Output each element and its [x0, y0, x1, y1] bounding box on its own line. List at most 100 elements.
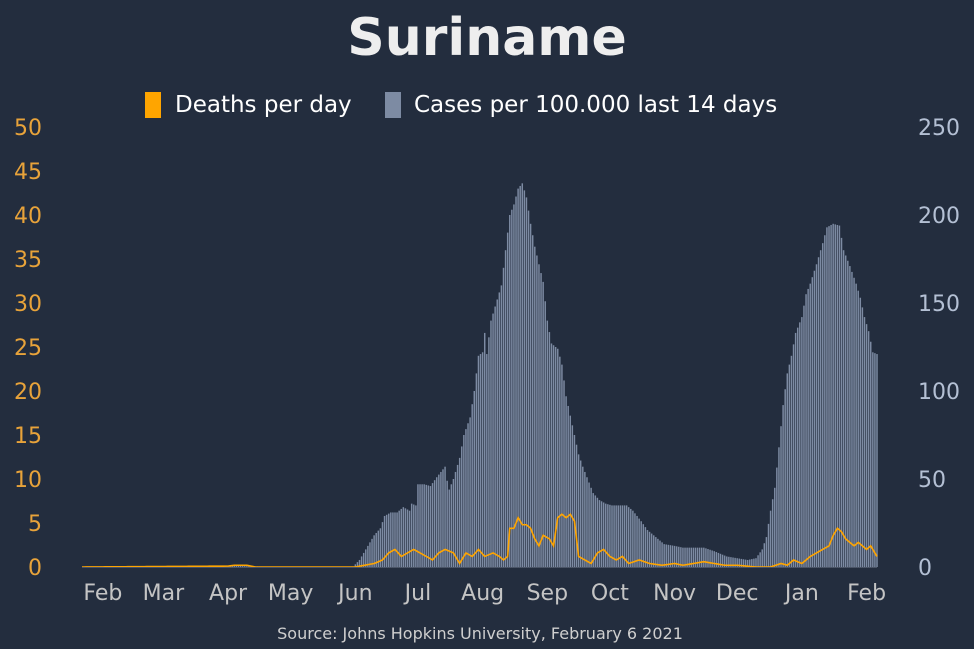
- source-note: Source: Johns Hopkins University, Februa…: [277, 624, 683, 643]
- cases-bar: [675, 546, 678, 567]
- cases-bar: [385, 514, 388, 567]
- cases-bar: [246, 566, 248, 567]
- cases-bar: [569, 415, 571, 567]
- cases-bar: [790, 355, 793, 567]
- cases-bar: [867, 331, 870, 567]
- cases-bar: [588, 482, 590, 567]
- cases-bar: [780, 426, 782, 567]
- cases-bar: [726, 556, 728, 567]
- cases-bar: [744, 559, 747, 567]
- cases-bar: [475, 373, 478, 567]
- cases-bar: [617, 505, 619, 567]
- cases-bar: [600, 501, 603, 567]
- cases-bar: [707, 549, 709, 567]
- cases-bar: [774, 487, 776, 567]
- cases-bar: [565, 396, 567, 567]
- cases-bar: [404, 508, 407, 567]
- cases-bar: [429, 486, 432, 567]
- cases-bar: [847, 260, 849, 567]
- cases-bar: [563, 380, 565, 567]
- cases-bar: [396, 512, 398, 567]
- cases-bar: [456, 464, 459, 567]
- cases-bar: [621, 505, 624, 567]
- cases-bar: [767, 523, 770, 567]
- cases-bar: [732, 557, 734, 567]
- cases-bar: [244, 566, 246, 567]
- cases-bar: [692, 547, 695, 567]
- x-tick-label: Feb: [83, 581, 122, 606]
- cases-bar: [842, 250, 845, 567]
- cases-bar: [700, 547, 703, 567]
- cases-bar: [577, 454, 580, 567]
- cases-bar: [757, 555, 759, 567]
- cases-bar: [413, 504, 415, 567]
- cases-bar: [659, 540, 661, 567]
- cases-bar: [415, 505, 417, 567]
- cases-bar: [392, 512, 394, 567]
- cases-bar: [596, 497, 599, 567]
- cases-bar: [509, 215, 511, 567]
- cases-bar: [552, 345, 555, 567]
- cases-bar: [486, 354, 488, 567]
- cases-bar: [615, 505, 617, 567]
- cases-bar: [811, 277, 814, 567]
- cases-bar: [498, 292, 501, 567]
- left-tick-label: 5: [28, 512, 42, 537]
- cases-bar: [356, 562, 359, 567]
- cases-bar: [870, 341, 872, 567]
- cases-bar: [365, 549, 367, 567]
- cases-bar: [369, 542, 371, 567]
- cases-bar: [400, 508, 402, 567]
- cases-bar: [748, 559, 751, 567]
- left-axis: 0 5 10 15 20 25 30 35 40 45 50: [14, 116, 42, 581]
- cases-bar: [525, 197, 528, 567]
- cases-bar: [715, 552, 718, 567]
- left-tick-label: 45: [14, 160, 42, 185]
- cases-bar: [446, 480, 448, 567]
- cases-bar: [375, 532, 377, 567]
- cases-bar: [713, 551, 715, 567]
- cases-bar: [640, 521, 642, 567]
- cases-bar: [605, 503, 607, 567]
- cases-bar: [515, 196, 517, 567]
- cases-bar: [832, 223, 834, 568]
- cases-bar: [248, 566, 250, 567]
- cases-bar: [471, 404, 473, 567]
- cases-bar: [836, 224, 839, 567]
- cases-bar: [859, 297, 862, 567]
- cases-bar: [844, 255, 847, 568]
- cases-bar: [761, 549, 763, 567]
- cases-bar: [872, 352, 874, 567]
- cases-bar: [592, 493, 594, 567]
- deaths-line: [81, 512, 878, 568]
- cases-bar: [500, 285, 503, 567]
- cases-bar: [237, 565, 240, 567]
- cases-bar: [786, 373, 789, 567]
- left-tick-label: 20: [14, 380, 42, 405]
- cases-bar: [719, 553, 722, 567]
- cases-bar: [796, 327, 799, 567]
- cases-bar: [619, 505, 622, 567]
- x-axis: Feb Mar Apr May Jun Jul Aug Sep Oct Nov Dec Jan Feb: [83, 581, 886, 606]
- cases-bar: [671, 545, 674, 567]
- cases-bar: [736, 558, 738, 567]
- legend-swatch-deaths: [145, 92, 161, 118]
- cases-bar: [231, 565, 233, 567]
- cases-bar: [686, 547, 688, 567]
- cases-bar: [840, 237, 843, 567]
- cases-bar: [419, 484, 421, 567]
- cases-bar: [444, 466, 446, 567]
- cases-bar: [690, 547, 693, 567]
- x-tick-label: May: [268, 581, 313, 606]
- cases-bar: [636, 515, 638, 567]
- cases-bar: [861, 307, 864, 567]
- cases-bar: [788, 364, 791, 567]
- cases-bar: [657, 538, 659, 567]
- right-tick-label: 150: [918, 292, 960, 317]
- cases-bar: [398, 510, 400, 567]
- cases-bar: [646, 530, 649, 567]
- cases-bar: [433, 480, 436, 567]
- cases-bar: [763, 543, 766, 567]
- left-tick-label: 35: [14, 248, 42, 273]
- cases-bar: [661, 542, 663, 567]
